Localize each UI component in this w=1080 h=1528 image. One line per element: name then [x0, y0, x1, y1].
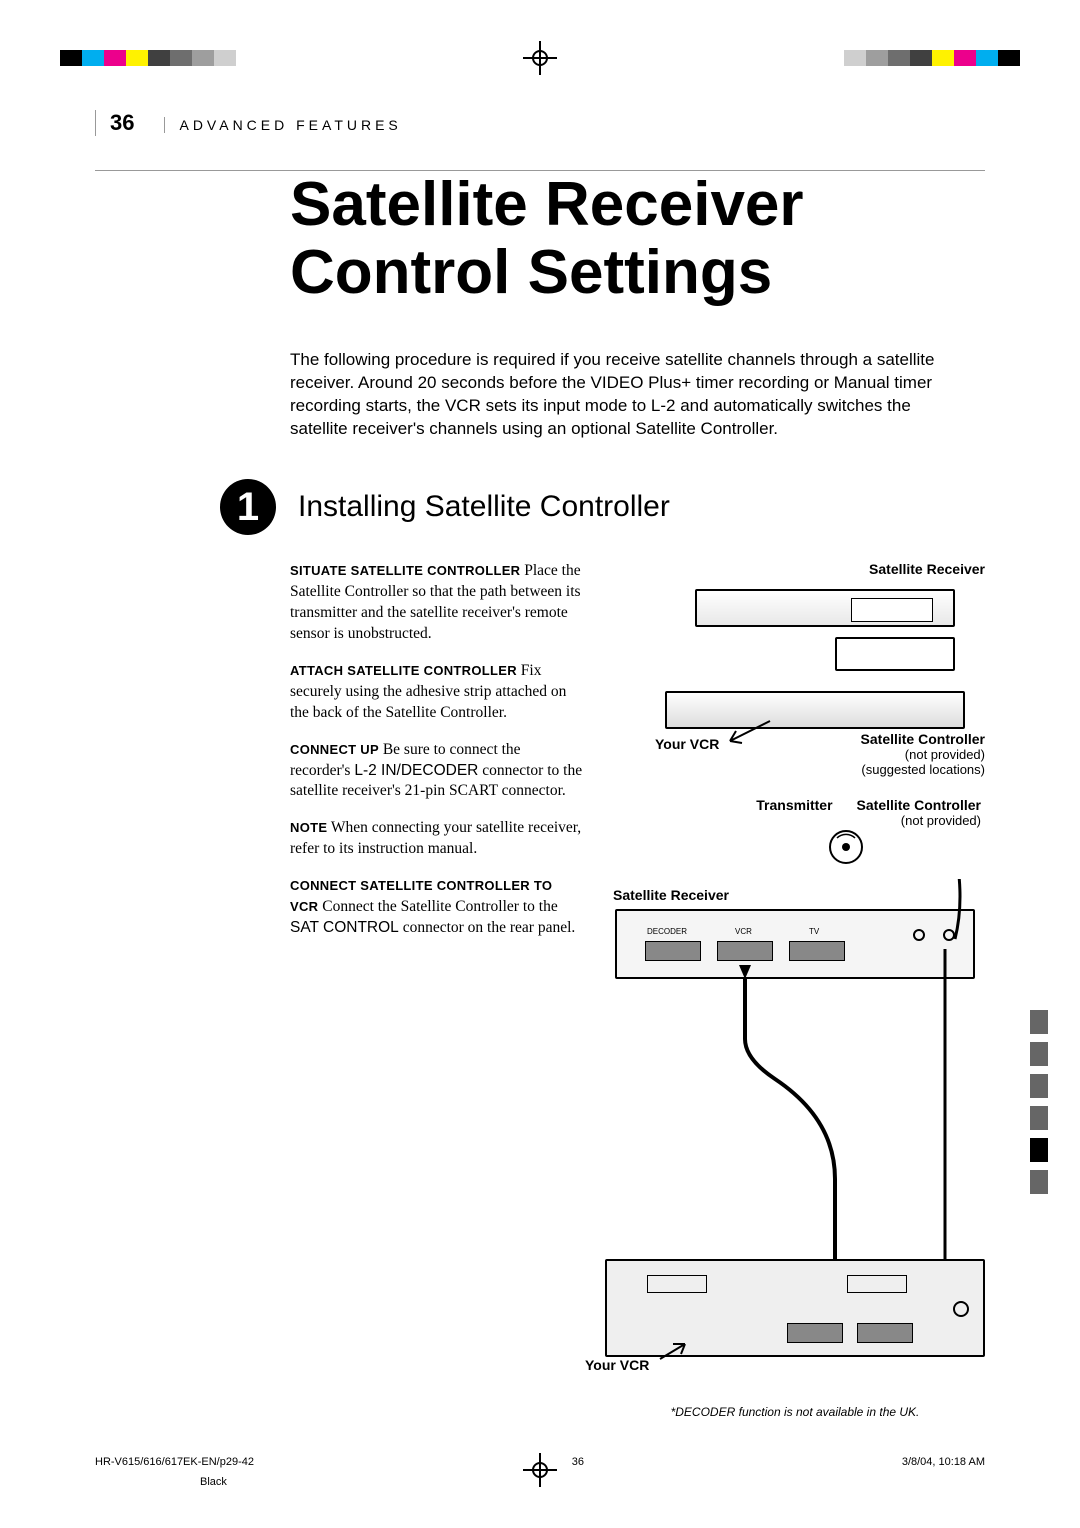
swatch-c — [82, 50, 104, 66]
transmitter-icon — [605, 828, 865, 871]
lead-note: NOTE — [290, 820, 327, 835]
body-connect-up-b: L-2 IN/DECODER — [354, 762, 478, 779]
box-vcr — [665, 691, 965, 729]
swatch-g2 — [888, 50, 910, 66]
swatch-c — [976, 50, 998, 66]
diagram-bottom: Satellite Receiver DECODER VCR TV — [605, 879, 985, 1399]
body-connect-sat-b: SAT CONTROL — [290, 919, 399, 936]
label-sugg-loc: (suggested locations) — [861, 762, 985, 777]
footer-plate: Black — [200, 1476, 227, 1488]
lead-connect-up: CONNECT UP — [290, 742, 379, 757]
label-sat-ctrl-2: Satellite Controller — [857, 797, 981, 813]
box-sat-controller — [835, 637, 955, 671]
vcr-port — [647, 1275, 707, 1293]
step-number-badge: 1 — [220, 479, 276, 535]
swatch-g1 — [148, 50, 170, 66]
label-not-provided: (not provided) — [861, 747, 985, 762]
two-column-layout: SITUATE SATELLITE CONTROLLER Place the S… — [290, 561, 985, 1419]
label-your-vcr-2: Your VCR — [585, 1357, 649, 1373]
para-attach: ATTACH SATELLITE CONTROLLER Fix securely… — [290, 661, 583, 724]
swatch-g4 — [214, 50, 236, 66]
step-title: Installing Satellite Controller — [298, 490, 670, 524]
registration-marks-top — [0, 38, 1080, 78]
arrow-icon — [720, 716, 780, 746]
box-sat-receiver — [695, 589, 955, 627]
label-sat-rx: Satellite Receiver — [869, 561, 985, 577]
footer-timestamp: 3/8/04, 10:18 AM — [902, 1456, 985, 1468]
swatch-k — [60, 50, 82, 66]
mid-labels: Transmitter Satellite Controller (not pr… — [605, 797, 981, 828]
body-connect-sat-c: connector on the rear panel. — [399, 919, 575, 936]
running-head: 36 ADVANCED FEATURES — [95, 110, 985, 136]
swatch-g1 — [910, 50, 932, 66]
label-sat-ctrl-grp: Satellite Controller (not provided) (sug… — [861, 731, 985, 777]
instructions-column: SITUATE SATELLITE CONTROLLER Place the S… — [290, 561, 583, 1419]
title-line-1: Satellite Receiver — [290, 170, 804, 239]
footer-doc-id: HR-V615/616/617EK-EN/p29-42 — [95, 1456, 254, 1468]
cmyk-bar-left — [60, 50, 236, 66]
label-not-provided-2: (not provided) — [857, 813, 981, 828]
edge-marks — [1030, 1010, 1048, 1194]
page-number: 36 — [96, 110, 148, 136]
para-note: NOTE When connecting your satellite rece… — [290, 818, 583, 860]
intro-paragraph: The following procedure is required if y… — [290, 349, 955, 441]
step-header: 1 Installing Satellite Controller — [95, 479, 985, 535]
label-transmitter: Transmitter — [756, 797, 832, 828]
vcr-port — [847, 1275, 907, 1293]
label-sat-ctrl: Satellite Controller — [861, 731, 985, 747]
swatch-k — [998, 50, 1020, 66]
lead-situate: SITUATE SATELLITE CONTROLLER — [290, 563, 520, 578]
swatch-g2 — [170, 50, 192, 66]
title-line-2: Control Settings — [290, 238, 772, 307]
cmyk-bar-right — [844, 50, 1020, 66]
swatch-y — [932, 50, 954, 66]
page-content: 36 ADVANCED FEATURES Satellite Receiver … — [95, 110, 985, 1418]
lead-attach: ATTACH SATELLITE CONTROLLER — [290, 663, 517, 678]
label-sat-ctrl-grp-2: Satellite Controller (not provided) — [857, 797, 981, 828]
swatch-g4 — [844, 50, 866, 66]
swatch-g3 — [866, 50, 888, 66]
para-connect-up: CONNECT UP Be sure to connect the record… — [290, 740, 583, 803]
registration-target — [527, 45, 553, 71]
arrow-icon — [655, 1339, 695, 1369]
sat-control-port — [953, 1301, 969, 1317]
vcr-scart-2 — [857, 1323, 913, 1343]
swatch-m — [104, 50, 126, 66]
diagram-top: Satellite Receiver Your VCR Satellite Co… — [635, 561, 985, 791]
para-situate: SITUATE SATELLITE CONTROLLER Place the S… — [290, 561, 583, 645]
para-connect-sat: CONNECT SATELLITE CONTROLLER TO VCR Conn… — [290, 876, 583, 939]
body-note: When connecting your satellite receiver,… — [290, 819, 581, 857]
page-title: Satellite Receiver Control Settings — [290, 171, 985, 307]
footnote: *DECODER function is not available in th… — [605, 1405, 985, 1419]
swatch-g3 — [192, 50, 214, 66]
body-connect-sat-a: Connect the Satellite Controller to the — [318, 898, 557, 915]
footer-page: 36 — [572, 1456, 584, 1468]
print-footer: HR-V615/616/617EK-EN/p29-42 36 3/8/04, 1… — [95, 1456, 985, 1468]
swatch-y — [126, 50, 148, 66]
vcr-scart-1 — [787, 1323, 843, 1343]
swatch-m — [954, 50, 976, 66]
section-label: ADVANCED FEATURES — [164, 117, 401, 133]
diagram-column: Satellite Receiver Your VCR Satellite Co… — [605, 561, 985, 1419]
label-your-vcr: Your VCR — [655, 736, 719, 752]
